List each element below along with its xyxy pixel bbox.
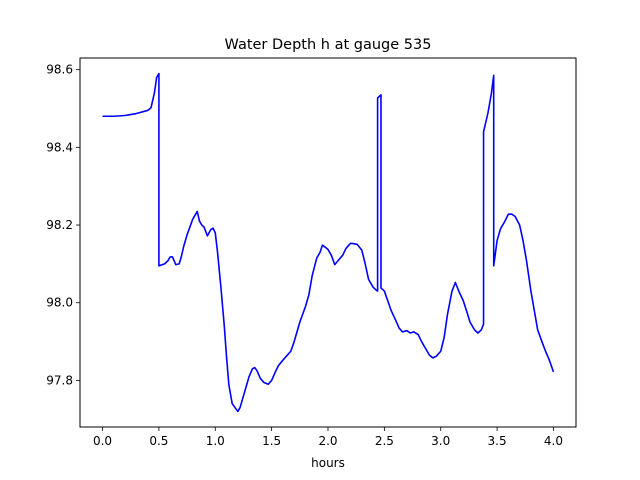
x-tick-label: 2.5	[375, 434, 394, 448]
x-tick-label: 2.0	[318, 434, 337, 448]
x-tick-label: 4.0	[544, 434, 563, 448]
x-tick-label: 1.0	[206, 434, 225, 448]
y-tick-label: 98.0	[46, 296, 73, 310]
chart-title: Water Depth h at gauge 535	[225, 37, 432, 53]
x-tick-label: 3.0	[431, 434, 450, 448]
x-tick-label: 0.5	[149, 434, 168, 448]
y-tick-label: 98.6	[46, 63, 73, 77]
x-axis: 0.0 0.5 1.0 1.5 2.0 2.5 3.0 3.5 4.0	[93, 427, 563, 448]
x-tick-label: 3.5	[488, 434, 507, 448]
y-tick-label: 97.8	[46, 373, 73, 387]
series-line-0	[102, 72, 555, 413]
y-tick-label: 98.2	[46, 218, 73, 232]
x-tick-label: 0.0	[93, 434, 112, 448]
y-tick-label: 98.4	[46, 140, 73, 154]
x-axis-label: hours	[311, 456, 345, 470]
y-axis: 97.8 98.0 98.2 98.4 98.6	[46, 63, 80, 387]
x-tick-label: 1.5	[262, 434, 281, 448]
plot-line-group	[102, 72, 555, 413]
